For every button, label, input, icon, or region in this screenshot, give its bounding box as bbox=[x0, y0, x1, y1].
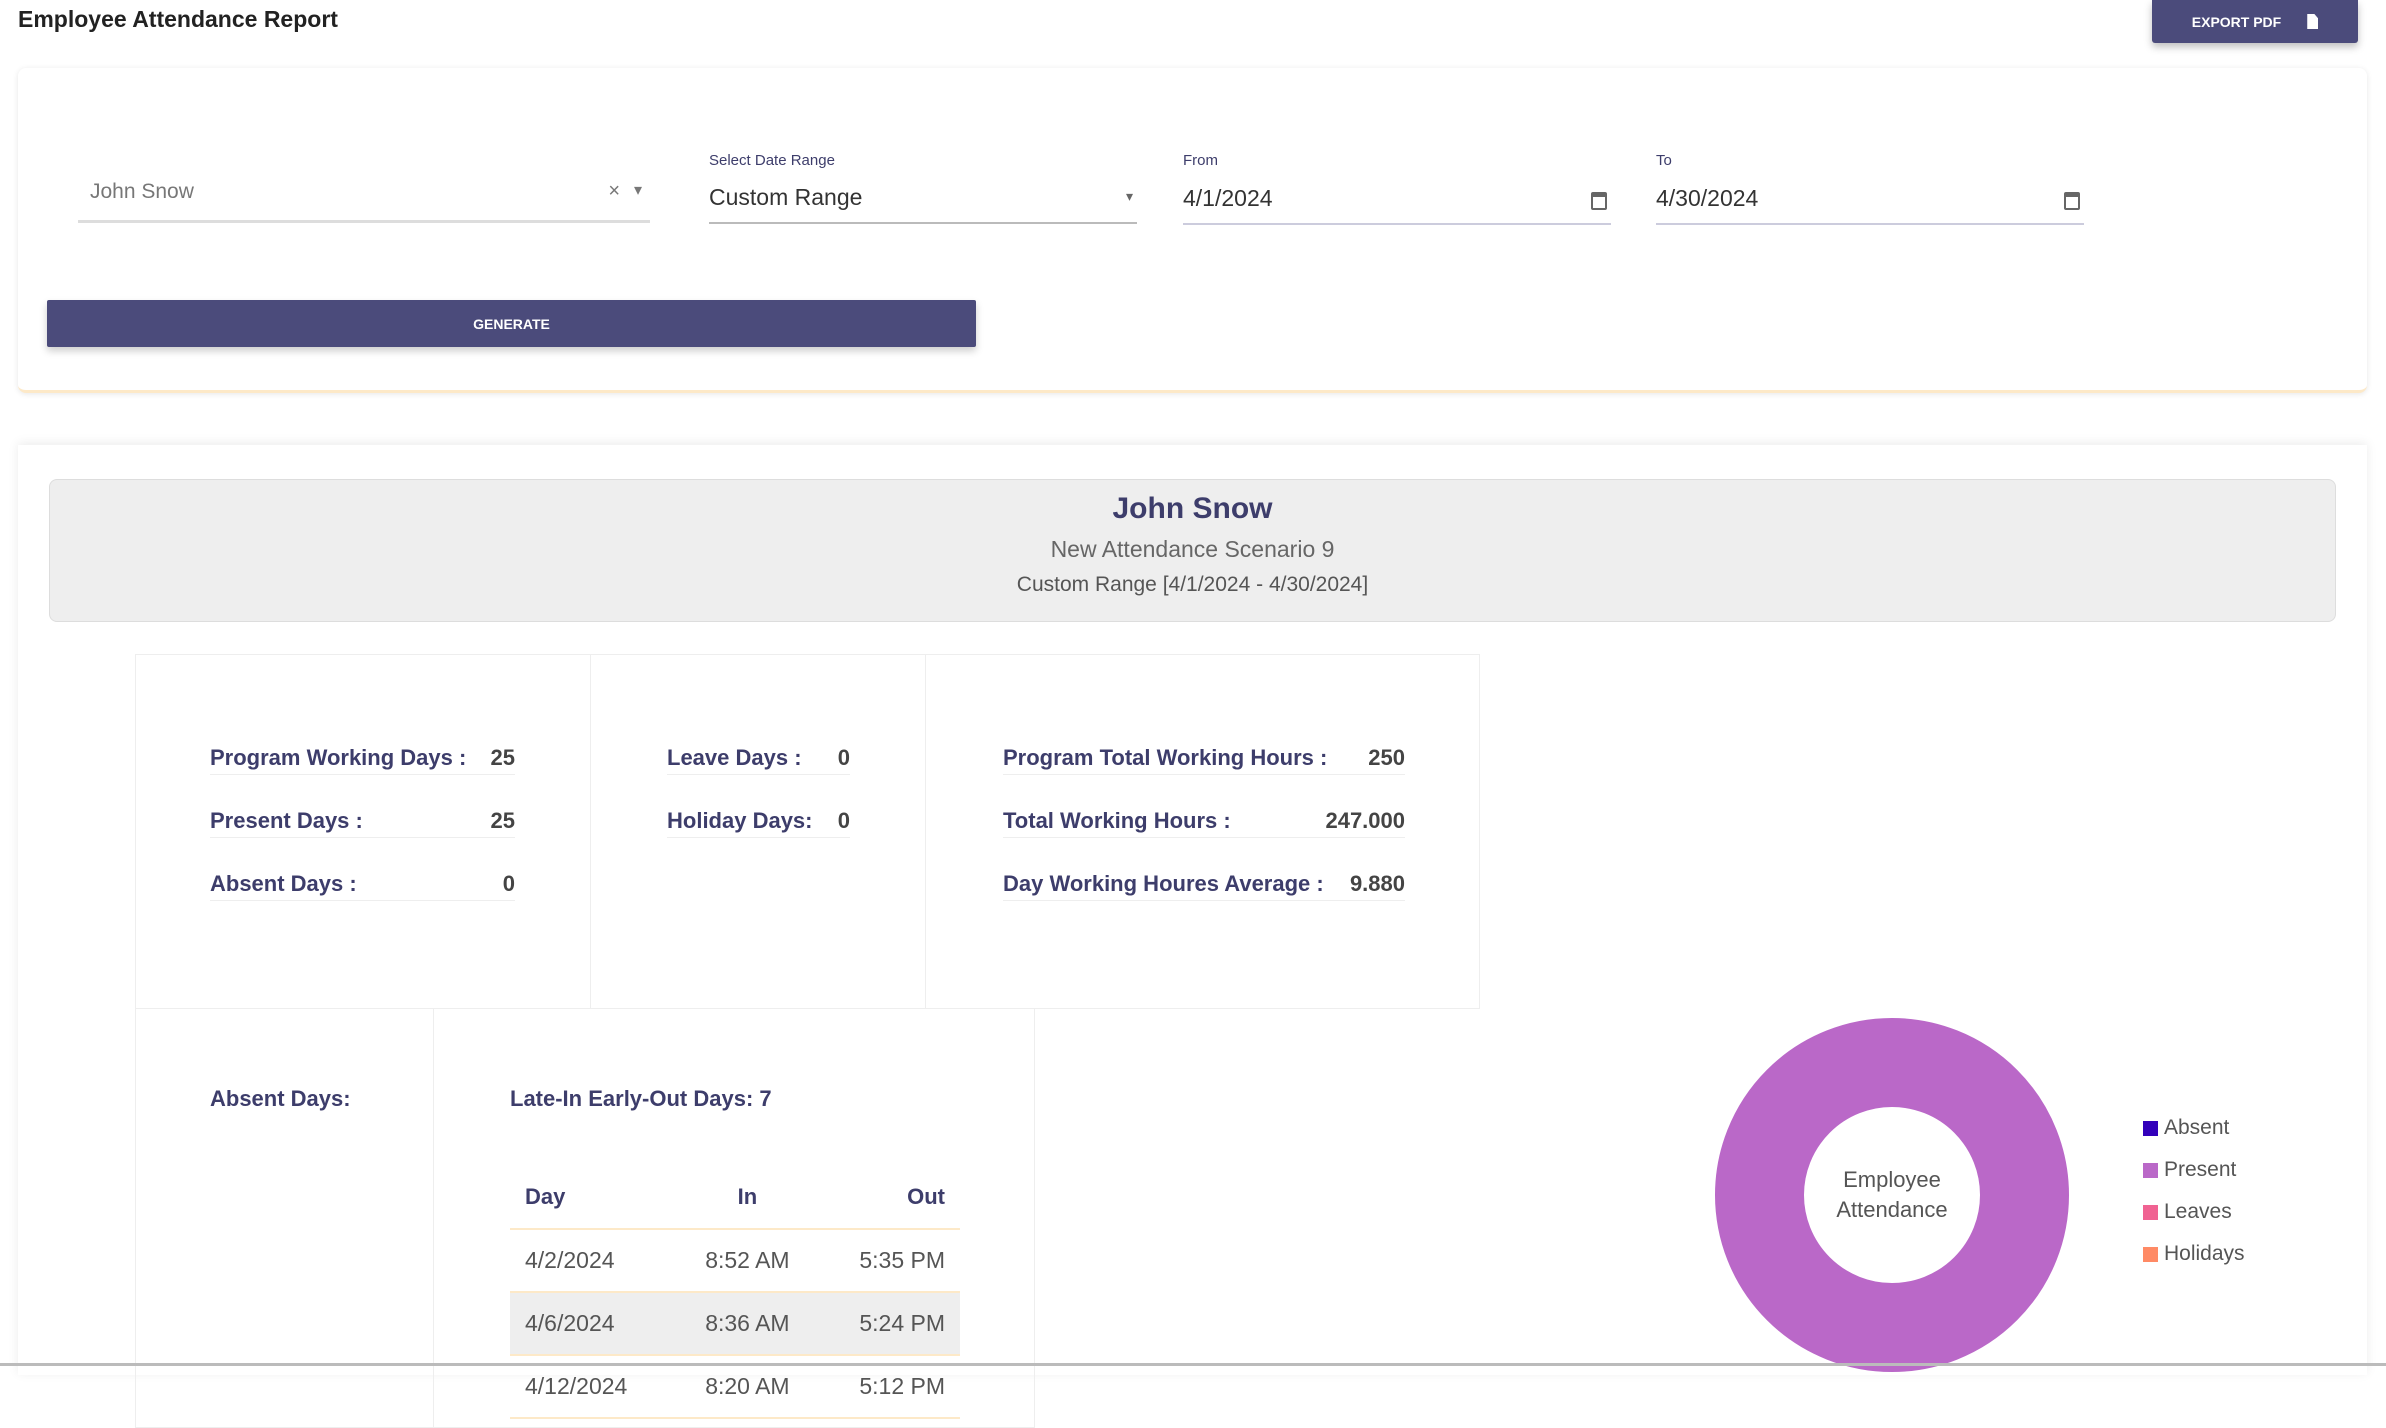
stats-cell bbox=[925, 654, 1480, 1009]
stat-label: Total Working Hours : bbox=[1003, 808, 1231, 833]
stat-program-total-hours: Program Total Working Hours : 250 bbox=[1003, 745, 1405, 775]
to-label: To bbox=[1656, 152, 1672, 169]
chart-legend: Absent Present Leaves Holidays bbox=[2143, 1107, 2245, 1275]
legend-swatch bbox=[2143, 1204, 2158, 1220]
legend-item-absent[interactable]: Absent bbox=[2143, 1107, 2245, 1149]
stat-label: Program Total Working Hours : bbox=[1003, 745, 1328, 770]
stat-absent-days: Absent Days : 0 bbox=[210, 871, 515, 901]
attendance-donut-chart bbox=[1715, 1018, 2069, 1372]
field-underline bbox=[78, 220, 650, 223]
clear-icon[interactable]: × bbox=[608, 180, 620, 202]
cell-day: 4/6/2024 bbox=[510, 1292, 685, 1356]
to-value: 4/30/2024 bbox=[1656, 185, 1759, 211]
chevron-down-icon[interactable]: ▾ bbox=[633, 182, 642, 199]
stat-total-working-hours: Total Working Hours : 247.000 bbox=[1003, 808, 1405, 838]
stat-label: Program Working Days : bbox=[210, 745, 467, 770]
employee-name: John Snow bbox=[1112, 492, 1273, 525]
cell-out: 5:24 PM bbox=[810, 1292, 960, 1356]
date-range-label: Select Date Range bbox=[709, 152, 835, 169]
from-value: 4/1/2024 bbox=[1183, 185, 1273, 211]
report-card: John Snow New Attendance Scenario 9 Cust… bbox=[18, 445, 2367, 1428]
stat-value: 0 bbox=[502, 871, 515, 896]
date-range-value: Custom Range bbox=[709, 184, 863, 210]
file-icon bbox=[2307, 14, 2319, 29]
from-date-input[interactable]: From 4/1/2024 bbox=[1183, 152, 1611, 225]
calendar-icon[interactable] bbox=[1591, 192, 1607, 210]
late-in-table: Day In Out 4/2/2024 8:52 AM 5:35 PM 4/6/20… bbox=[510, 1165, 960, 1419]
horizontal-scrollbar[interactable] bbox=[0, 1363, 2386, 1366]
stat-label: Present Days : bbox=[210, 808, 363, 833]
export-pdf-button[interactable]: EXPORT PDF bbox=[2152, 0, 2358, 43]
column-header-day: Day bbox=[510, 1165, 685, 1230]
absent-days-heading: Absent Days: bbox=[210, 1086, 351, 1111]
report-header: John Snow New Attendance Scenario 9 Cust… bbox=[49, 479, 2336, 622]
legend-label: Leaves bbox=[2164, 1200, 2232, 1223]
stat-present-days: Present Days : 25 bbox=[210, 808, 515, 838]
stat-value: 25 bbox=[490, 808, 515, 833]
export-pdf-label: EXPORT PDF bbox=[2191, 13, 2282, 30]
table-row: 4/6/2024 8:36 AM 5:24 PM bbox=[510, 1292, 960, 1356]
legend-item-present[interactable]: Present bbox=[2143, 1149, 2245, 1191]
page-title: Employee Attendance Report bbox=[18, 6, 338, 32]
column-header-out: Out bbox=[810, 1165, 960, 1230]
stat-value: 247.000 bbox=[1325, 808, 1405, 833]
stat-label: Leave Days : bbox=[667, 745, 802, 770]
date-range-summary: Custom Range [4/1/2024 - 4/30/2024] bbox=[1016, 573, 1369, 596]
donut-slice-present bbox=[1715, 1018, 2069, 1372]
calendar-icon[interactable] bbox=[2064, 192, 2080, 210]
stat-value: 9.880 bbox=[1349, 871, 1405, 896]
scenario-name: New Attendance Scenario 9 bbox=[1050, 536, 1335, 562]
cell-in: 8:36 AM bbox=[684, 1292, 811, 1356]
field-underline bbox=[1183, 223, 1611, 225]
table-row: 4/2/2024 8:52 AM 5:35 PM bbox=[510, 1229, 960, 1293]
cell-in: 8:52 AM bbox=[684, 1229, 811, 1293]
legend-item-holidays[interactable]: Holidays bbox=[2143, 1233, 2245, 1275]
donut-center-label: Employee Attendance bbox=[1836, 1167, 1948, 1222]
legend-label: Holidays bbox=[2164, 1242, 2245, 1265]
late-in-heading: Late-In Early-Out Days: 7 bbox=[510, 1086, 772, 1111]
cell-day: 4/2/2024 bbox=[510, 1229, 685, 1293]
stat-value: 0 bbox=[837, 808, 850, 833]
stat-value: 25 bbox=[490, 745, 515, 770]
stat-program-working-days: Program Working Days : 25 bbox=[210, 745, 515, 775]
employee-value: John Snow bbox=[90, 180, 194, 203]
from-label: From bbox=[1183, 152, 1218, 169]
cell-out: 5:35 PM bbox=[810, 1229, 960, 1293]
stat-day-hours-average: Day Working Houres Average : 9.880 bbox=[1003, 871, 1405, 901]
stat-label: Holiday Days: bbox=[667, 808, 813, 833]
stat-value: 0 bbox=[837, 745, 850, 770]
field-underline bbox=[1656, 223, 2084, 225]
legend-swatch bbox=[2143, 1120, 2158, 1136]
chevron-down-icon: ▾ bbox=[1125, 188, 1133, 204]
employee-select[interactable]: John Snow × ▾ bbox=[78, 168, 650, 224]
stat-leave-days: Leave Days : 0 bbox=[667, 745, 850, 775]
to-date-input[interactable]: To 4/30/2024 bbox=[1656, 152, 2084, 225]
filter-card: John Snow × ▾ Select Date Range Custom R… bbox=[18, 68, 2367, 393]
legend-swatch bbox=[2143, 1162, 2158, 1178]
stat-holiday-days: Holiday Days: 0 bbox=[667, 808, 850, 838]
date-range-select[interactable]: Select Date Range Custom Range ▾ bbox=[709, 152, 1137, 224]
legend-label: Present bbox=[2164, 1158, 2237, 1181]
stat-label: Day Working Houres Average : bbox=[1003, 871, 1324, 896]
generate-button[interactable]: GENERATE bbox=[47, 300, 976, 347]
legend-item-leaves[interactable]: Leaves bbox=[2143, 1191, 2245, 1233]
field-underline bbox=[709, 222, 1137, 224]
legend-swatch bbox=[2143, 1246, 2158, 1262]
stat-label: Absent Days : bbox=[210, 871, 357, 896]
legend-label: Absent bbox=[2164, 1116, 2230, 1139]
stat-value: 250 bbox=[1368, 745, 1405, 770]
column-header-in: In bbox=[684, 1165, 811, 1230]
